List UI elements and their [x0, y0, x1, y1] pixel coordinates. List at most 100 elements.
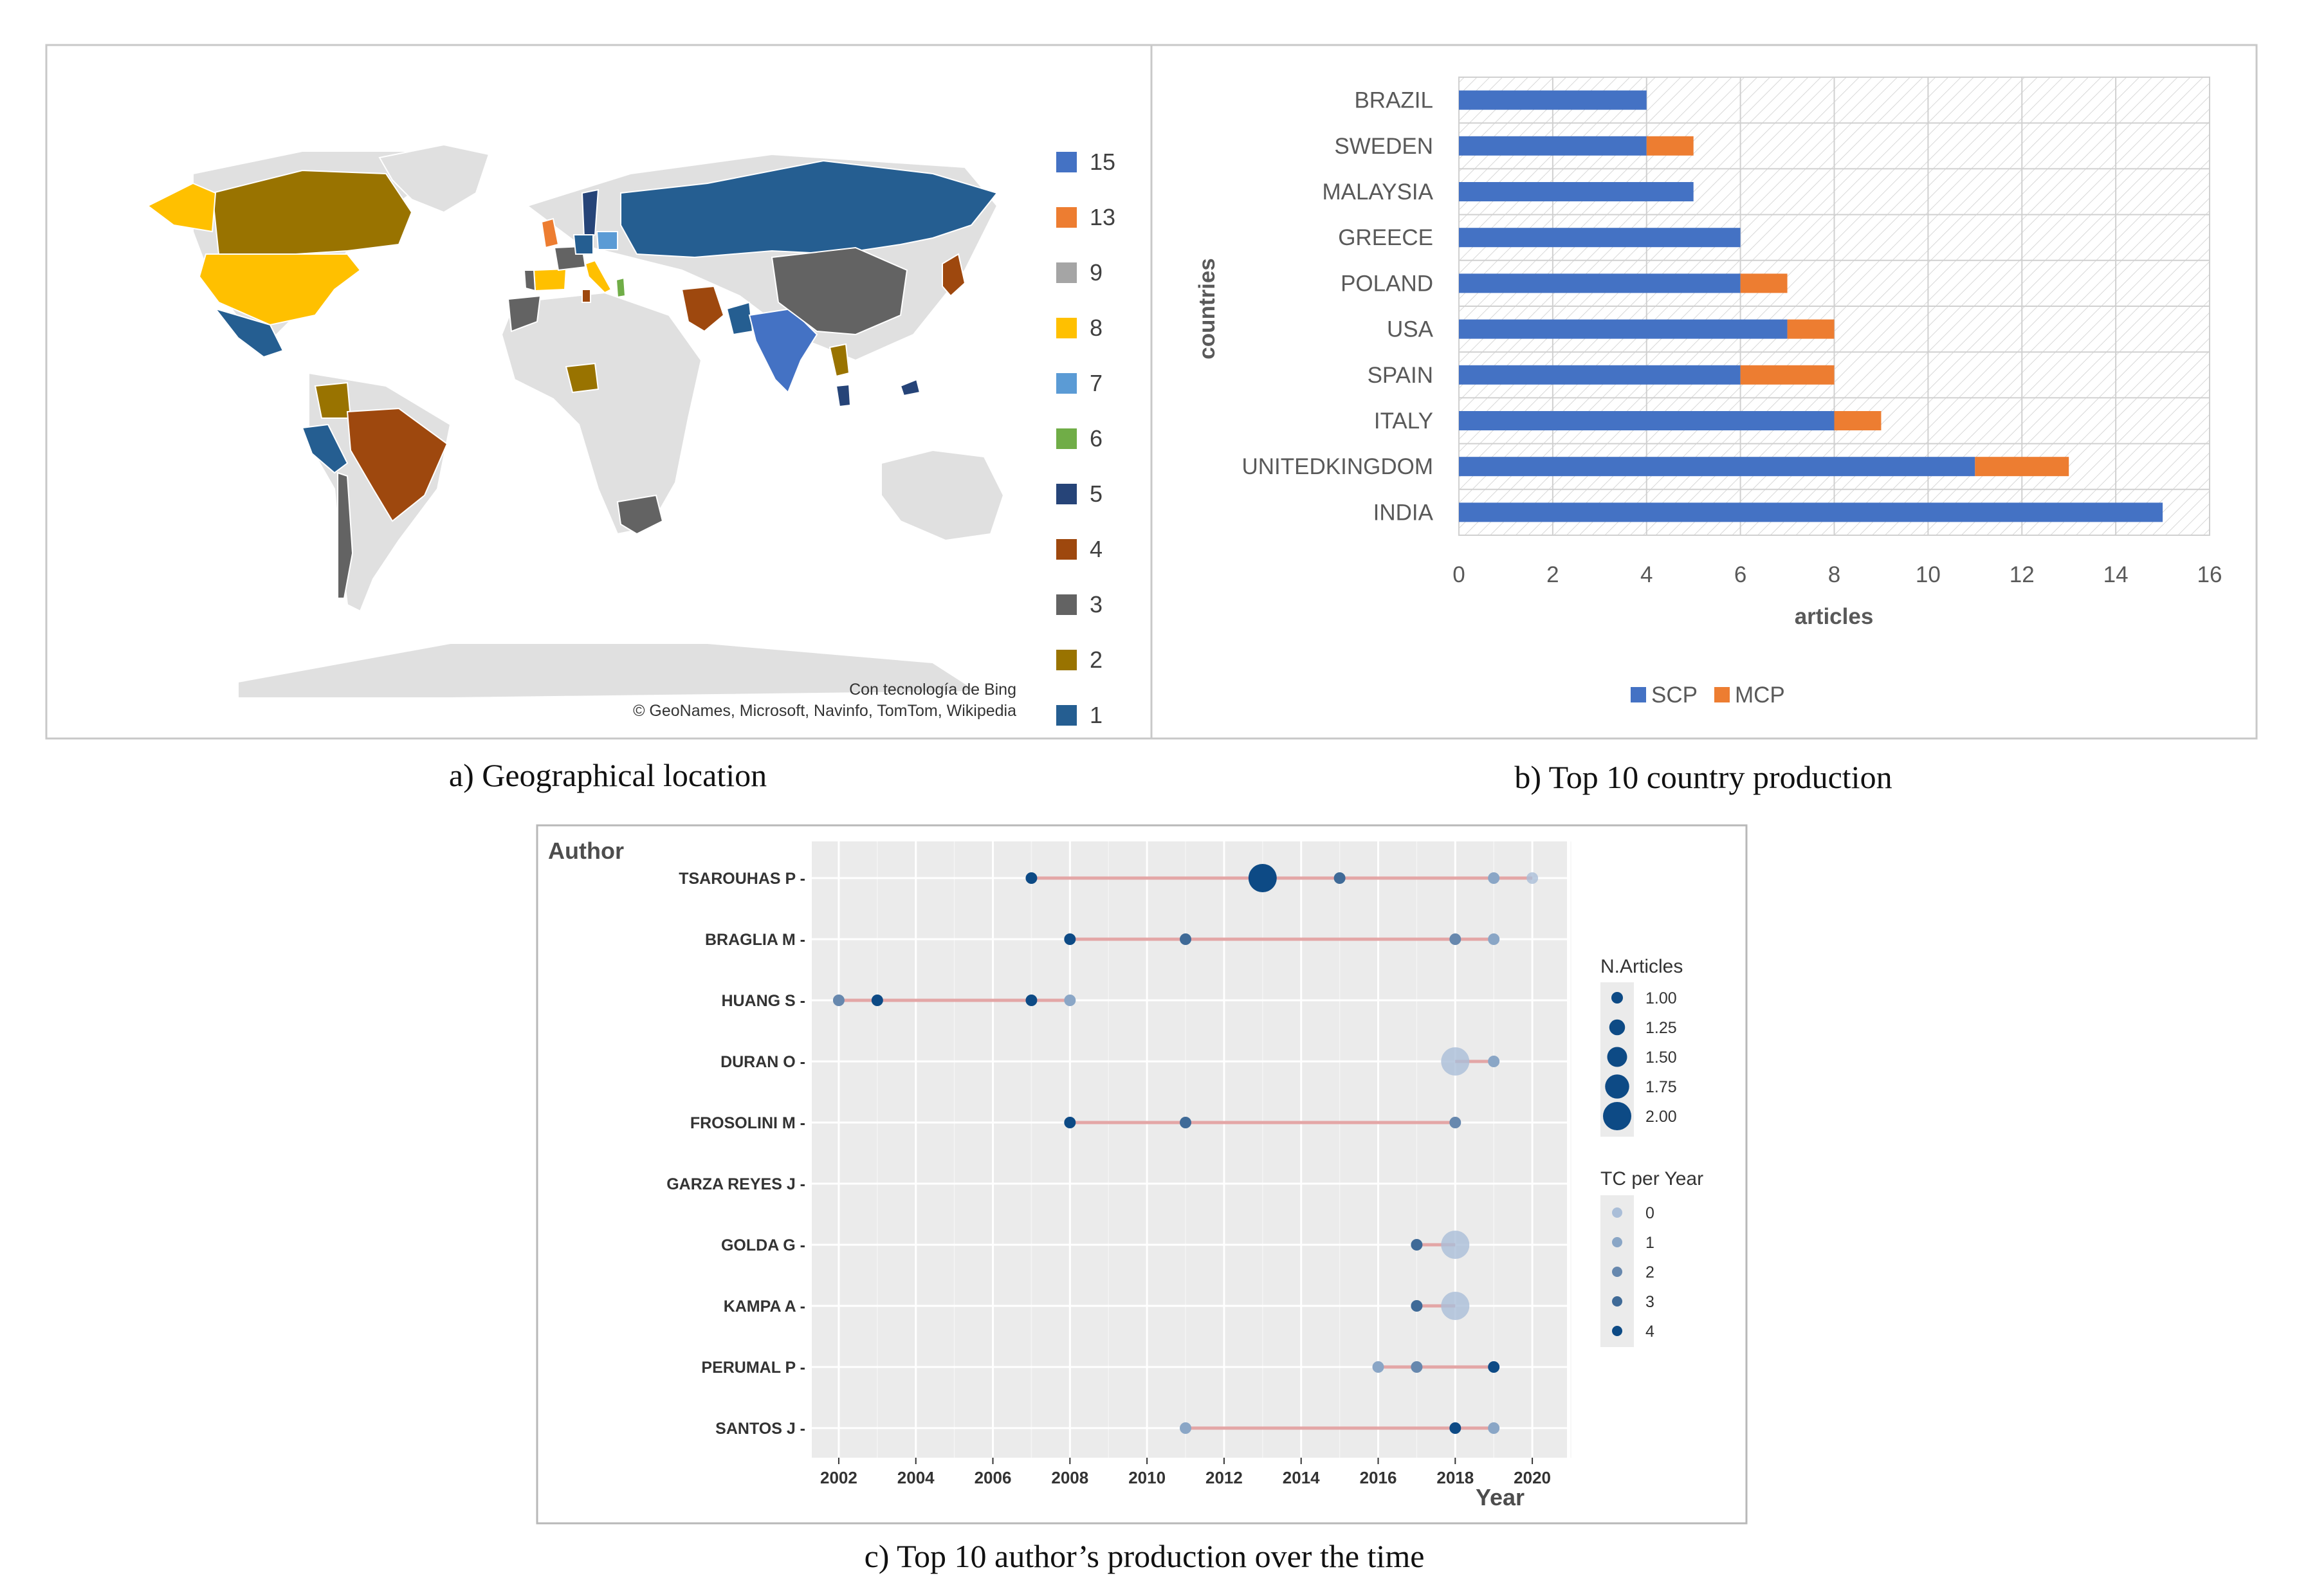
timeline-point	[1411, 1300, 1423, 1312]
timeline-legends: 1.00 1.25 1.50 1.75 2.00 0 1 2 3 4	[1600, 982, 1677, 1347]
map-legend: 15 13 9 8 7 6 5 4 3 2 1	[1056, 149, 1115, 728]
bar-scp	[1459, 273, 1741, 293]
map-legend-swatch	[1056, 539, 1077, 560]
timeline-point	[871, 995, 883, 1006]
country-russia	[620, 160, 998, 259]
color-legend-label: 4	[1645, 1323, 1654, 1341]
timeline-author-label: PERUMAL P -	[701, 1359, 805, 1377]
timeline-point	[1526, 872, 1539, 884]
country-greece	[615, 277, 627, 298]
bar-scp	[1459, 365, 1741, 385]
bar-mcp	[1646, 136, 1694, 156]
color-legend-label: 1	[1645, 1234, 1654, 1252]
map-legend-label: 4	[1090, 536, 1103, 562]
bar-gridlines	[1458, 77, 2210, 536]
timeline-year-label: 2004	[897, 1468, 935, 1487]
size-legend-circle	[1607, 1047, 1627, 1067]
bar-scp	[1459, 136, 1647, 156]
color-legend-label: 2	[1645, 1263, 1654, 1281]
bar-x-tick-label: 6	[1734, 562, 1746, 587]
color-legend-title: TC per Year	[1600, 1168, 1703, 1189]
country-colombia	[314, 381, 352, 419]
timeline-year-label: 2018	[1436, 1468, 1474, 1487]
timeline-point	[1180, 933, 1192, 945]
map-attribution-line1: Con tecnología de Bing	[849, 681, 1016, 699]
size-legend-circle	[1605, 1074, 1629, 1099]
map-legend-swatch	[1056, 152, 1077, 172]
color-legend-circle	[1612, 1326, 1622, 1336]
timeline-point	[1064, 933, 1076, 945]
panel-a-caption: a) Geographical location	[449, 757, 767, 793]
timeline-author-label: KAMPA A -	[724, 1298, 805, 1316]
timeline-point	[1064, 995, 1076, 1006]
bar-category-label: POLAND	[1341, 271, 1433, 296]
bar-scp	[1459, 182, 1694, 201]
timeline-year-label: 2012	[1205, 1468, 1243, 1487]
country-tunisia	[582, 289, 591, 303]
timeline-year-ticks: 2002 2004 2006 2008 2010 2012 2014 2016 2018 2020	[820, 1458, 1551, 1487]
map-legend-swatch	[1056, 650, 1077, 670]
bar-x-tick-label: 16	[2197, 562, 2222, 587]
bar-mcp	[1740, 365, 1835, 385]
map-legend-swatch	[1056, 705, 1077, 726]
timeline-year-label: 2010	[1128, 1468, 1166, 1487]
bar-x-tick-label: 14	[2103, 562, 2129, 587]
timeline-point	[1488, 933, 1500, 945]
timeline-point	[1441, 1047, 1470, 1076]
timeline-point	[1064, 1117, 1076, 1128]
color-legend-circle	[1612, 1207, 1622, 1218]
size-legend-circle	[1611, 992, 1623, 1004]
timeline-points	[832, 864, 1539, 1434]
bar-category-label: ITALY	[1374, 408, 1433, 434]
color-legend-label: 0	[1645, 1204, 1654, 1222]
panel-a-map: Con tecnología de Bing © GeoNames, Micro…	[45, 44, 1153, 740]
timeline-author-label: TSAROUHAS P -	[679, 870, 805, 888]
country-japan	[942, 253, 966, 297]
timeline-author-labels: TSAROUHAS P - BRAGLIA M - HUANG S - DURAN O…	[666, 870, 805, 1438]
bar-category-label: MALAYSIA	[1323, 179, 1434, 205]
bar-category-label: UNITEDKINGDOM	[1242, 454, 1434, 479]
bar-mcp	[1834, 411, 1882, 430]
bar-x-axis-title: articles	[1795, 604, 1874, 629]
bar-marks	[1459, 90, 2163, 522]
timeline-point	[1441, 1231, 1470, 1259]
bar-category-label: SWEDEN	[1334, 134, 1433, 159]
bar-x-tick-label: 0	[1452, 562, 1465, 587]
bar-scp	[1459, 319, 1788, 339]
size-legend-title: N.Articles	[1600, 956, 1683, 977]
map-legend-swatch	[1056, 318, 1077, 338]
bar-category-label: GREECE	[1338, 225, 1433, 250]
timeline-author-label: BRAGLIA M -	[705, 931, 805, 949]
timeline-point	[1488, 1422, 1500, 1434]
map-legend-label: 3	[1090, 591, 1103, 618]
map-legend-swatch	[1056, 428, 1077, 449]
timeline-author-label: HUANG S -	[721, 992, 805, 1010]
map-legend-swatch	[1056, 207, 1077, 228]
timeline-y-axis-title: Author	[548, 838, 624, 864]
color-legend-circle	[1612, 1267, 1622, 1277]
size-legend-label: 2.00	[1645, 1108, 1677, 1126]
timeline-point	[1449, 933, 1461, 945]
timeline-point	[1488, 872, 1500, 884]
timeline-point	[1333, 872, 1346, 884]
map-legend-label: 9	[1090, 259, 1103, 286]
bar-x-tick-label: 8	[1828, 562, 1840, 587]
timeline-year-label: 2016	[1360, 1468, 1397, 1487]
bar-category-label: BRAZIL	[1354, 88, 1433, 113]
country-peru	[301, 423, 349, 474]
timeline-point	[1180, 1117, 1192, 1128]
bar-scp	[1459, 411, 1835, 430]
map-legend-label: 15	[1090, 149, 1115, 175]
size-legend-label: 1.75	[1645, 1078, 1677, 1096]
country-poland	[596, 231, 618, 250]
color-legend-label: 3	[1645, 1293, 1654, 1311]
bar-x-tick-labels: 0 2 4 6 8 10 12 14 16	[1452, 562, 2222, 587]
country-germany	[572, 234, 594, 255]
country-iran	[681, 285, 725, 333]
panel-c-chart: TSAROUHAS P - BRAGLIA M - HUANG S - DURAN O…	[536, 824, 1748, 1525]
timeline-author-label: DURAN O -	[720, 1053, 805, 1071]
bar-x-tick-label: 2	[1546, 562, 1559, 587]
timeline-point	[1180, 1422, 1192, 1434]
timeline-year-label: 2006	[975, 1468, 1012, 1487]
bar-scp	[1459, 90, 1647, 110]
